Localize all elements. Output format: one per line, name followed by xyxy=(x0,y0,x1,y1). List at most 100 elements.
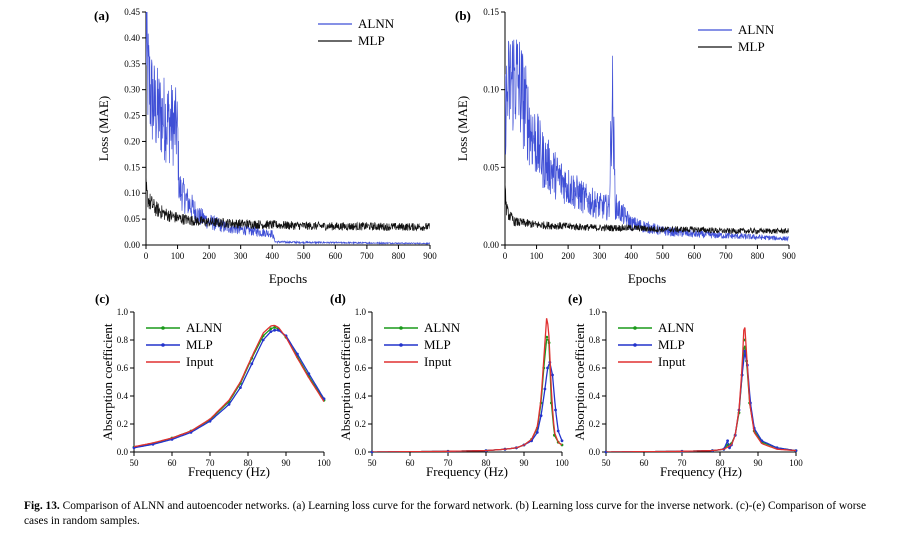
legend-marker-mlp xyxy=(399,343,403,347)
y-tick-label: 0.0 xyxy=(117,447,129,457)
x-tick-label: 400 xyxy=(624,251,638,261)
x-tick-label: 600 xyxy=(329,251,343,261)
panel-label-e: (e) xyxy=(568,291,582,306)
data-point-mlp xyxy=(554,408,557,412)
x-tick-label: 700 xyxy=(360,251,374,261)
x-axis-label: Frequency (Hz) xyxy=(660,464,742,479)
chart-panel-d: (d) 50 60 70 80 90 100 0.0 0.2 0.4 0.6 0.8 1.0 Freque… xyxy=(330,291,569,479)
data-point-mlp xyxy=(560,439,564,443)
legend-label-alnn: ALNN xyxy=(738,22,775,37)
y-tick-label: 0.30 xyxy=(124,85,140,95)
y-tick-label: 0.05 xyxy=(124,214,140,224)
y-tick-label: 0.35 xyxy=(124,59,140,69)
legend-marker-alnn xyxy=(161,326,165,330)
data-point-mlp xyxy=(551,373,554,377)
data-point-alnn xyxy=(273,326,276,329)
y-tick-label: 0.25 xyxy=(124,111,140,121)
data-point-mlp xyxy=(250,362,254,366)
x-tick-label: 90 xyxy=(520,458,530,468)
caption-text: Comparison of ALNN and autoencoder netwo… xyxy=(24,500,867,527)
legend-marker-mlp xyxy=(633,343,637,347)
data-point-mlp xyxy=(273,328,276,332)
chart-panel-e: (e) 50 60 70 80 90 100 0.0 0.2 0.4 0.6 0.8 1.0 Freque… xyxy=(568,291,803,479)
y-tick-label: 0.0 xyxy=(355,447,367,457)
x-tick-label: 800 xyxy=(392,251,406,261)
y-tick-label: 0.00 xyxy=(124,240,140,250)
x-tick-label: 900 xyxy=(423,251,437,261)
legend-label-mlp: MLP xyxy=(738,39,765,54)
y-axis-label: Absorption coefficient xyxy=(572,323,587,440)
legend-marker-mlp xyxy=(161,343,165,347)
data-point-mlp xyxy=(543,387,547,391)
y-tick-label: 0.8 xyxy=(589,335,601,345)
legend-label-alnn: ALNN xyxy=(358,16,395,31)
chart-panel-b: (b) 0 100 200 300 400 500 600 700 800 900 0.00 0.05 0… xyxy=(455,7,796,286)
y-tick-label: 0.10 xyxy=(483,85,499,95)
chart-panel-a: (a) 0 100 200 300 400 500 600 700 800 900 0.00 0.05 0… xyxy=(94,7,437,286)
legend-label-mlp: MLP xyxy=(186,337,213,352)
y-tick-label: 0.10 xyxy=(124,188,140,198)
x-tick-label: 90 xyxy=(754,458,764,468)
x-axis-label: Frequency (Hz) xyxy=(188,464,270,479)
series-line-mlp xyxy=(134,329,324,449)
x-tick-label: 500 xyxy=(656,251,670,261)
x-tick-label: 60 xyxy=(640,458,650,468)
y-tick-label: 0.4 xyxy=(355,391,367,401)
y-tick-label: 0.20 xyxy=(124,136,140,146)
y-tick-label: 0.45 xyxy=(124,7,140,17)
x-tick-label: 90 xyxy=(282,458,292,468)
data-point-mlp xyxy=(227,403,231,406)
legend-b: ALNN MLP xyxy=(698,22,775,54)
x-tick-label: 300 xyxy=(593,251,607,261)
x-tick-label: 70 xyxy=(444,458,454,468)
x-tick-label: 100 xyxy=(789,458,803,468)
x-tick-label: 100 xyxy=(555,458,569,468)
legend-c: ALNN MLP Input xyxy=(146,320,223,369)
legend-label-input: Input xyxy=(186,354,214,369)
y-tick-label: 0.6 xyxy=(355,363,367,373)
figure-caption: Fig. 13. Comparison of ALNN and autoenco… xyxy=(24,499,884,529)
x-tick-label: 300 xyxy=(234,251,248,261)
x-tick-label: 70 xyxy=(678,458,688,468)
series-line-mlp xyxy=(372,362,562,452)
legend-label-mlp: MLP xyxy=(358,33,385,48)
legend-marker-alnn xyxy=(633,326,637,330)
legend-label-alnn: ALNN xyxy=(658,320,695,335)
series-line-input xyxy=(606,327,796,452)
x-tick-label: 100 xyxy=(171,251,185,261)
series-line-input xyxy=(134,324,324,448)
x-tick-label: 800 xyxy=(751,251,765,261)
panel-label-d: (d) xyxy=(330,291,346,306)
y-tick-label: 0.4 xyxy=(589,391,601,401)
series-line-mlp xyxy=(146,170,430,232)
series-line-input xyxy=(372,318,562,452)
data-point-mlp xyxy=(556,429,560,433)
y-tick-label: 0.40 xyxy=(124,33,140,43)
x-tick-label: 700 xyxy=(719,251,733,261)
x-tick-label: 70 xyxy=(206,458,216,468)
data-point-mlp xyxy=(208,419,212,423)
x-tick-label: 400 xyxy=(265,251,279,261)
y-tick-label: 0.6 xyxy=(589,363,601,373)
legend-label-mlp: MLP xyxy=(424,337,451,352)
x-tick-label: 80 xyxy=(244,458,254,468)
series-line-mlp xyxy=(505,182,789,235)
data-point-mlp xyxy=(261,338,265,342)
y-axis-label: Absorption coefficient xyxy=(100,323,115,440)
y-tick-label: 0.0 xyxy=(589,447,601,457)
y-axis-label: Loss (MAE) xyxy=(455,96,470,161)
panel-label-c: (c) xyxy=(95,291,109,306)
data-point-mlp xyxy=(239,386,242,389)
y-axis-label: Loss (MAE) xyxy=(96,96,111,161)
data-point-mlp xyxy=(277,328,280,332)
y-tick-label: 1.0 xyxy=(117,307,129,317)
y-tick-label: 0.8 xyxy=(117,335,129,345)
y-axis-label: Absorption coefficient xyxy=(338,323,353,440)
legend-marker-alnn xyxy=(399,326,403,330)
y-tick-label: 0.05 xyxy=(483,162,499,172)
panel-label-a: (a) xyxy=(94,8,109,23)
x-tick-label: 0 xyxy=(503,251,508,261)
data-point-mlp xyxy=(269,330,273,333)
data-point-mlp xyxy=(307,372,311,375)
